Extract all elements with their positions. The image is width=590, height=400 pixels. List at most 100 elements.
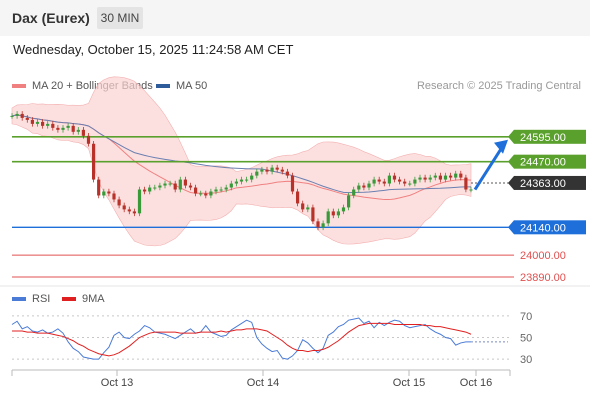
candle (183, 176, 187, 189)
candle (158, 182, 162, 191)
candle (260, 166, 264, 175)
candle (280, 166, 284, 175)
candle-body (428, 177, 432, 180)
candle (316, 218, 320, 231)
candle-body (76, 129, 80, 132)
candles (10, 111, 473, 231)
candle (143, 186, 147, 195)
candle-body (362, 185, 366, 188)
candle (194, 184, 198, 197)
candle-body (234, 181, 238, 184)
candle (372, 176, 376, 187)
candle (15, 111, 19, 119)
candle-body (280, 169, 284, 172)
candle-body (392, 175, 397, 180)
candle-body (137, 189, 142, 214)
candle (392, 172, 397, 183)
candle (173, 180, 177, 193)
candle-body (367, 183, 371, 188)
level-target: 23890.00 (12, 272, 566, 284)
candle (331, 208, 335, 219)
axis-tick-label: Oct 14 (247, 377, 279, 389)
candle (224, 184, 228, 193)
level-label: 24363.00 (520, 178, 566, 190)
candle-body (296, 191, 300, 204)
candle (132, 208, 136, 217)
candle (56, 125, 60, 133)
candle-body (188, 185, 193, 188)
ma50-line (11, 114, 471, 194)
candle (199, 190, 203, 197)
candle (112, 190, 116, 203)
candle (362, 182, 366, 191)
9ma-swatch (62, 297, 76, 301)
candle-body (153, 187, 157, 189)
candle (92, 140, 96, 183)
candle (107, 188, 111, 197)
candle-body (372, 179, 376, 184)
candle (163, 180, 167, 189)
forecast-arrow-line (473, 144, 505, 191)
candle (433, 172, 437, 181)
candle-body (25, 117, 29, 120)
candle (76, 127, 80, 135)
candle-body (459, 173, 463, 178)
candle-body (122, 205, 126, 210)
candle (117, 196, 121, 209)
candle-body (438, 175, 442, 180)
candle (245, 176, 249, 183)
candle-body (71, 125, 75, 132)
candle-body (61, 127, 65, 130)
bb-swatch (12, 84, 26, 88)
level-label: 24000.00 (520, 250, 566, 262)
candle (25, 115, 29, 123)
candle (290, 172, 295, 195)
candle-body (275, 167, 279, 170)
legend-ma50: MA 50 (156, 80, 207, 92)
level-tag (514, 220, 586, 235)
candle (311, 204, 315, 225)
candle (336, 208, 340, 219)
level-target: 24000.00 (12, 250, 566, 262)
axis-tick-label: Oct 13 (101, 377, 133, 389)
candle-body (209, 191, 213, 196)
candle-body (239, 179, 244, 182)
candle-body (347, 195, 351, 208)
candle (30, 117, 34, 127)
candle-body (464, 177, 468, 190)
candle (51, 121, 55, 131)
candle (168, 180, 172, 187)
candle-body (245, 179, 249, 181)
candle-body (35, 121, 40, 124)
candle (97, 176, 101, 199)
candle (102, 188, 106, 199)
timeframe-button[interactable]: 30 MIN (97, 7, 143, 29)
candle (352, 186, 356, 199)
candle-body (214, 189, 218, 192)
candle (178, 176, 182, 193)
candle-body (321, 223, 325, 228)
candle (71, 123, 75, 135)
candle (454, 170, 458, 181)
rsi-tick-label: 50 (520, 333, 532, 345)
candle-body (81, 129, 85, 136)
candle (413, 176, 417, 187)
candle-body (194, 187, 198, 194)
candle (296, 188, 300, 207)
candle-body (51, 123, 55, 128)
candle-body (387, 175, 391, 184)
candle-body (20, 113, 24, 118)
candle (428, 174, 432, 183)
rsi-swatch (12, 297, 26, 301)
candle-body (449, 175, 453, 178)
candle-body (107, 191, 111, 194)
axis-tick-label: Oct 16 (460, 377, 492, 389)
candle-body (326, 211, 330, 224)
candle-body (112, 193, 116, 200)
candle-body (382, 181, 386, 184)
candle (127, 206, 131, 215)
timestamp: Wednesday, October 15, 2025 11:24:58 AM … (13, 42, 294, 57)
candle-body (219, 189, 223, 191)
level-tag-pointer (508, 154, 514, 169)
forecast-arrow-head (494, 139, 508, 154)
